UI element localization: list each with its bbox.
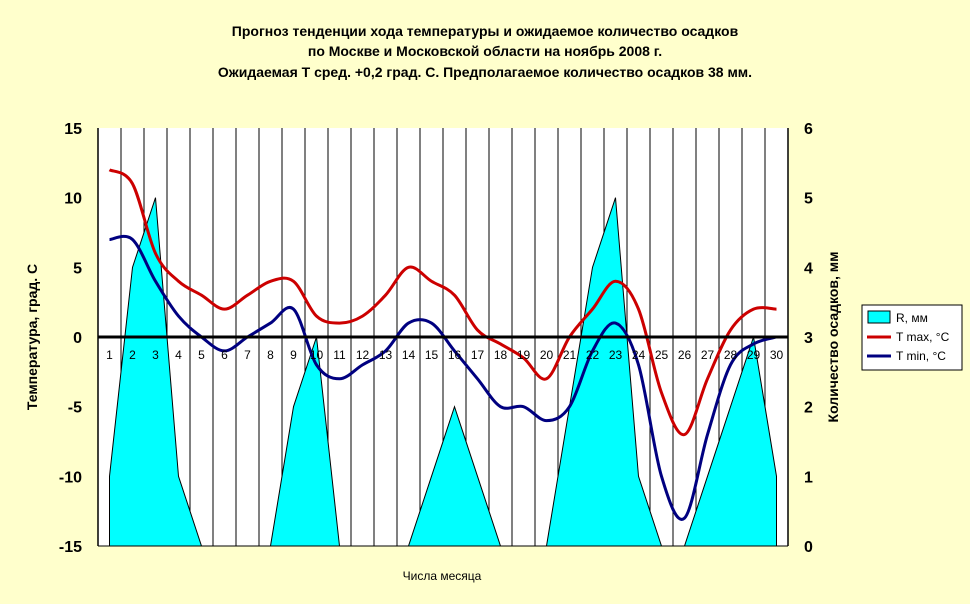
x-tick: 9: [290, 348, 297, 362]
y-tick-right: 5: [804, 191, 813, 208]
x-tick: 7: [244, 348, 251, 362]
x-tick: 11: [333, 348, 346, 362]
y-tick-right: 2: [804, 400, 813, 417]
x-tick: 5: [198, 348, 205, 362]
y-tick-left: -15: [59, 539, 82, 556]
temperature-series: [108, 168, 777, 521]
x-tick: 26: [678, 348, 692, 362]
y-tick-left: -10: [59, 469, 82, 486]
x-tick: 25: [655, 348, 669, 362]
axes: [97, 128, 789, 547]
x-axis-title: Числа месяца: [403, 569, 482, 583]
tmax-line: [108, 168, 777, 437]
x-tick: 8: [267, 348, 274, 362]
chart-title-line-3: Ожидаемая Т сред. +0,2 град. С. Предпола…: [218, 64, 752, 80]
y-tick-right: 4: [804, 260, 813, 277]
x-tick: 10: [310, 348, 324, 362]
tmin-line: [109, 234, 777, 521]
x-tick: 30: [770, 348, 784, 362]
x-tick: 28: [724, 348, 738, 362]
x-tick: 27: [701, 348, 715, 362]
x-tick: 18: [494, 348, 508, 362]
y-tick-left: 10: [64, 191, 82, 208]
y-tick-right: 1: [804, 469, 813, 486]
x-tick: 22: [586, 348, 600, 362]
y-axis-right-title: Количество осадков, мм: [825, 252, 841, 423]
chart-title-line-2: по Москве и Московской области на ноябрь…: [308, 43, 662, 59]
x-tick: 2: [129, 348, 136, 362]
y-tick-right: 0: [804, 539, 813, 556]
x-tick: 20: [540, 348, 554, 362]
x-tick: 14: [402, 348, 416, 362]
y-tick-left: 15: [64, 121, 82, 138]
x-tick: 21: [563, 348, 577, 362]
x-tick: 4: [175, 348, 182, 362]
x-tick: 23: [609, 348, 623, 362]
y-tick-right: 6: [804, 121, 813, 138]
legend-swatch-precip: [867, 310, 891, 324]
x-tick: 12: [356, 348, 370, 362]
chart-title-line-1: Прогноз тенденции хода температуры и ожи…: [232, 23, 739, 39]
legend-label-precip: R, мм: [896, 311, 928, 325]
y-tick-left: 0: [73, 330, 82, 347]
x-tick: 19: [517, 348, 531, 362]
legend-label-tmin: T min, °C: [896, 349, 946, 363]
x-tick: 15: [425, 348, 439, 362]
legend: R, мм T max, °C T min, °C: [861, 304, 963, 371]
x-tick: 24: [632, 348, 646, 362]
x-tick: 17: [471, 348, 485, 362]
y-tick-left: 5: [73, 260, 82, 277]
y-axis-left-title: Температура, град. С: [24, 264, 40, 410]
legend-label-tmax: T max, °C: [896, 330, 950, 344]
y-tick-left: -5: [68, 400, 82, 417]
x-tick: 29: [747, 348, 761, 362]
x-tick: 16: [448, 348, 462, 362]
y-tick-right: 3: [804, 330, 813, 347]
x-tick: 13: [379, 348, 393, 362]
x-tick: 3: [152, 348, 159, 362]
x-tick: 6: [221, 348, 228, 362]
x-tick: 1: [106, 348, 113, 362]
